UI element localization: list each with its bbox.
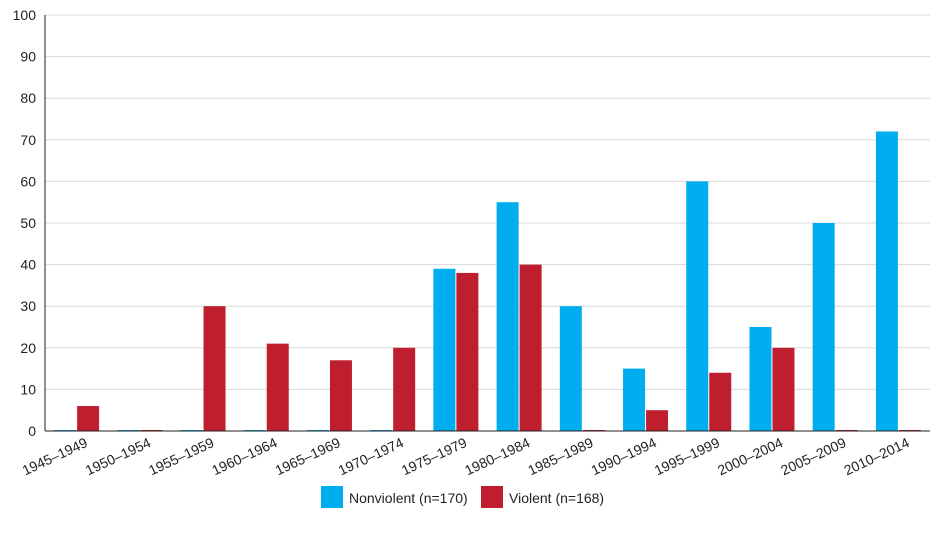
x-category-label: 1985–1989 xyxy=(525,434,595,478)
violent-bar xyxy=(709,372,732,431)
y-tick-label: 10 xyxy=(20,381,36,397)
y-axis-tick-labels: 0 10 20 30 40 50 60 70 80 90 100 xyxy=(13,7,37,439)
violent-bar xyxy=(393,347,416,431)
violent-legend-label: Violent (n=168) xyxy=(509,490,604,506)
y-tick-label: 90 xyxy=(20,49,36,65)
x-category-label: 2010–2014 xyxy=(841,434,911,478)
violent-legend-swatch xyxy=(481,486,503,508)
x-category-label: 2000–2004 xyxy=(715,434,785,478)
nonviolent-bar xyxy=(496,202,519,431)
nonviolent-legend-label: Nonviolent (n=170) xyxy=(349,490,468,506)
y-tick-label: 100 xyxy=(13,7,37,23)
violent-bar xyxy=(329,360,352,431)
violent-bar xyxy=(646,410,669,431)
y-tick-label: 80 xyxy=(20,90,36,106)
y-tick-label: 30 xyxy=(20,298,36,314)
x-category-label: 1980–1984 xyxy=(462,434,532,478)
violent-bar xyxy=(456,272,479,431)
y-tick-label: 0 xyxy=(28,423,36,439)
violent-bar xyxy=(77,406,100,431)
nonviolent-bar xyxy=(433,268,456,431)
nonviolent-bar xyxy=(749,327,772,431)
y-tick-label: 70 xyxy=(20,132,36,148)
bars xyxy=(54,131,921,432)
x-category-label: 1960–1964 xyxy=(209,434,279,478)
violent-bar xyxy=(203,306,226,431)
y-tick-label: 20 xyxy=(20,340,36,356)
x-category-label: 1990–1994 xyxy=(589,434,659,478)
nonviolent-bar xyxy=(875,131,898,432)
nonviolent-bar xyxy=(559,306,582,431)
y-tick-label: 40 xyxy=(20,257,36,273)
x-axis-category-labels: 1945–19491950–19541955–19591960–19641965… xyxy=(20,434,912,478)
x-category-label: 1950–1954 xyxy=(83,434,153,478)
x-category-label: 1955–1959 xyxy=(146,434,216,478)
x-category-label: 1970–1974 xyxy=(336,434,406,478)
x-category-label: 1995–1999 xyxy=(652,434,722,478)
x-category-label: 1975–1979 xyxy=(399,434,469,478)
y-tick-label: 60 xyxy=(20,173,36,189)
nonviolent-legend-swatch xyxy=(321,486,343,508)
nonviolent-bar xyxy=(812,223,835,431)
y-tick-label: 50 xyxy=(20,215,36,231)
x-category-label: 1945–1949 xyxy=(20,434,90,478)
violent-bar xyxy=(266,343,289,431)
x-category-label: 2005–2009 xyxy=(778,434,848,478)
nonviolent-bar xyxy=(623,368,646,431)
legend: Nonviolent (n=170) Violent (n=168) xyxy=(321,486,604,508)
nonviolent-bar xyxy=(686,181,709,431)
violent-bar xyxy=(519,264,542,431)
gridlines xyxy=(45,14,930,390)
violent-bar xyxy=(772,347,795,431)
x-category-label: 1965–1969 xyxy=(272,434,342,478)
